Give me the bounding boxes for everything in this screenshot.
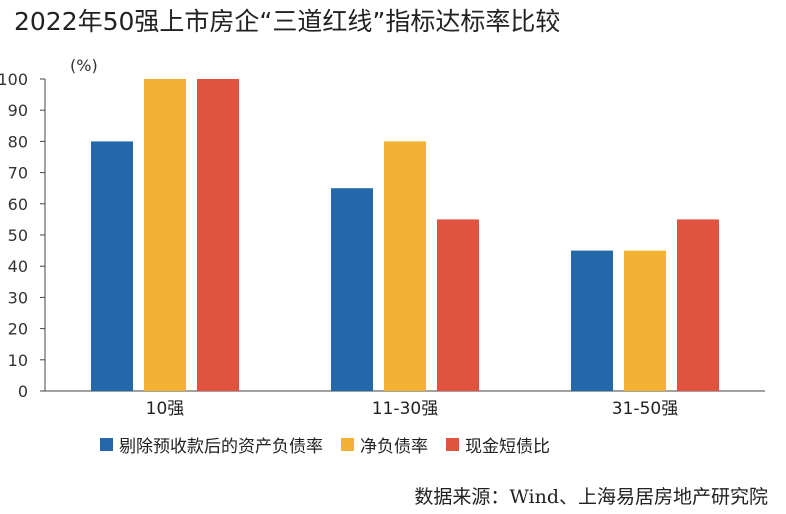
- y-tick-label: 70: [8, 164, 28, 183]
- bar: [384, 141, 426, 391]
- bar: [331, 188, 373, 391]
- y-tick-label: 100: [0, 70, 28, 89]
- y-tick-label: 90: [8, 101, 28, 120]
- legend-item: 净负债率: [341, 432, 428, 457]
- y-tick-label: 60: [8, 195, 28, 214]
- y-tick-label: 10: [8, 351, 28, 370]
- chart-title: 2022年50强上市房企“三道红线”指标达标率比较: [14, 7, 561, 36]
- y-axis-unit-label: (%): [70, 56, 98, 75]
- legend-swatch: [341, 438, 354, 451]
- bar: [144, 79, 186, 391]
- y-tick-label: 50: [8, 226, 28, 245]
- legend-label: 净负债率: [360, 437, 428, 457]
- chart-legend: 剔除预收款后的资产负债率 净负债率 现金短债比: [100, 432, 568, 457]
- x-tick-label: 10强: [146, 399, 185, 419]
- legend-swatch: [446, 438, 459, 451]
- y-tick-label: 20: [8, 320, 28, 339]
- legend-item: 剔除预收款后的资产负债率: [100, 432, 323, 457]
- legend-label: 现金短债比: [465, 437, 550, 457]
- bar: [677, 219, 719, 391]
- data-source-note: 数据来源：Wind、上海易居房地产研究院: [414, 486, 768, 508]
- x-tick-label: 11-30强: [372, 399, 438, 419]
- y-tick-label: 40: [8, 257, 28, 276]
- bar: [197, 79, 239, 391]
- legend-label: 剔除预收款后的资产负债率: [119, 437, 323, 457]
- legend-item: 现金短债比: [446, 432, 550, 457]
- x-tick-label: 31-50强: [612, 399, 678, 419]
- y-tick-label: 0: [18, 382, 28, 401]
- y-tick-label: 80: [8, 132, 28, 151]
- legend-swatch: [100, 438, 113, 451]
- y-tick-label: 30: [8, 288, 28, 307]
- bar: [91, 141, 133, 391]
- bar: [437, 219, 479, 391]
- bar: [571, 250, 613, 391]
- bar: [624, 250, 666, 391]
